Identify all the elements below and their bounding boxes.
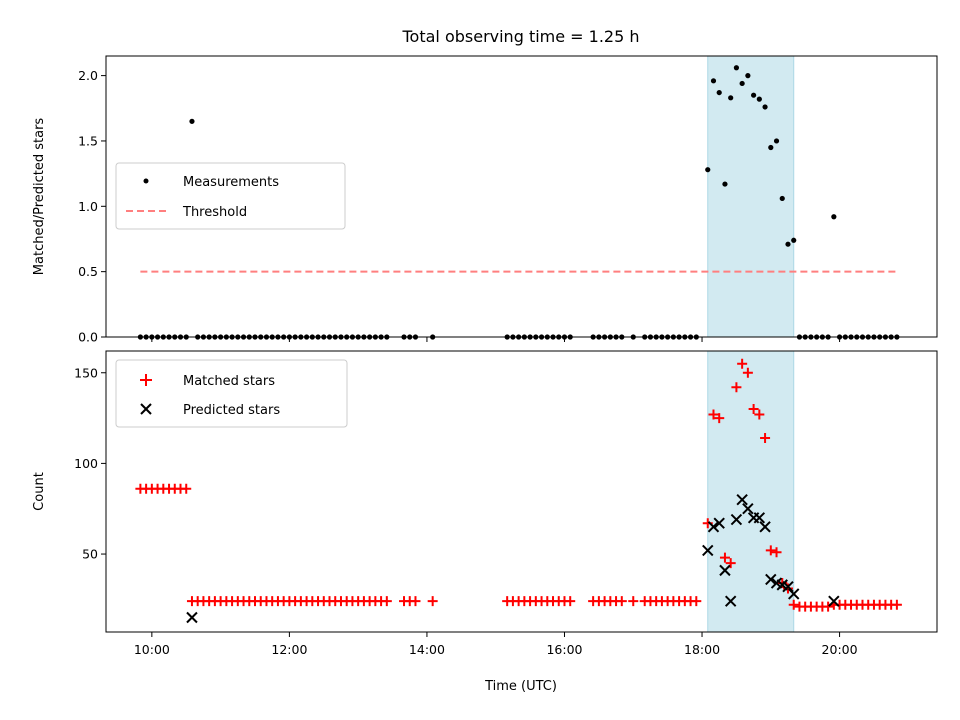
matched-star-point-16-50: [616, 596, 627, 607]
predicted-star-point-18-35: [736, 493, 748, 506]
bot-xtick-label-20-00: 20:00: [822, 642, 858, 657]
predicted-star-point-18-05: [702, 544, 714, 557]
measurement-point-18-55: [762, 104, 768, 110]
matched-star-point-19-20: [788, 599, 799, 610]
measurement-point-19-05: [773, 138, 780, 144]
bottom-panel: 50 100 150 10:00 12:00 14:00 16:00 18:00 20:00 C…: [32, 350, 938, 694]
matched-star-point-18-40: [742, 367, 753, 378]
legend-marker-matched: [140, 374, 152, 386]
matched-star-point-14-05: [427, 596, 438, 607]
matched-star-point-18-20: [719, 552, 730, 563]
matched-star-point-19-00: [765, 545, 776, 556]
bot-xtick-label-14-00: 14:00: [409, 642, 445, 657]
predicted-star-point-19-20: [788, 588, 800, 600]
measurement-point-18-20: [722, 181, 728, 187]
matched-star-point-18-45: [748, 404, 759, 415]
bottom-shaded-region: [707, 350, 795, 633]
matched-star-point-17-00: [628, 596, 639, 607]
matched-star-point-18-50: [754, 409, 765, 420]
matched-star-point-19-50: [823, 601, 834, 612]
top-y-axis-label: Matched/Predicted stars: [32, 118, 47, 276]
matched-star-point-18-25: [725, 558, 736, 569]
measurement-point-19-00: [768, 144, 774, 151]
chart-title: Total observing time = 1.25 h: [401, 27, 639, 46]
measurement-point-18-50: [756, 96, 762, 102]
top-shaded-region: [707, 55, 795, 338]
predicted-star-point-18-50: [753, 512, 766, 524]
count-points: [135, 358, 902, 624]
matched-star-point-18-10: [708, 409, 719, 420]
measurement-point-10-35: [189, 118, 195, 124]
top-ytick-label-0-5: 0.5: [78, 264, 98, 279]
measurement-point-18-45: [751, 92, 757, 98]
legend-label-predicted: Predicted stars: [183, 403, 280, 418]
bot-xtick-label-10-00: 10:00: [134, 642, 170, 657]
legend-label-threshold: Threshold: [182, 205, 247, 220]
x-axis-label: Time (UTC): [484, 679, 557, 694]
top-ytick-label-1: 1.0: [78, 199, 98, 214]
matched-star-point-13-50: [410, 596, 421, 607]
matched-star-point-17-55: [691, 596, 702, 607]
predicted-star-point-18-40: [742, 503, 754, 515]
measurement-point-18-10: [710, 78, 717, 84]
predicted-star-point-18-25: [724, 595, 737, 607]
top-ytick-label-1-5: 1.5: [78, 133, 98, 148]
measurement-point-19-10: [779, 195, 785, 202]
bot-ytick-label-50: 50: [82, 547, 98, 562]
measurement-point-19-55: [831, 214, 837, 220]
top-panel: 0.00.51.01.52.0 Matched/Predicted stars …: [32, 55, 938, 345]
legend-label-matched: Matched stars: [183, 374, 275, 389]
measurement-point-18-05: [705, 167, 711, 173]
matched-star-point-16-05: [565, 596, 576, 607]
matched-star-point-10-30: [181, 483, 192, 494]
top-legend-box: [115, 162, 346, 230]
predicted-star-point-18-10: [707, 521, 720, 533]
matched-star-point-18-30: [731, 382, 742, 393]
bot-xtick-label-12-00: 12:00: [271, 642, 307, 657]
bottom-axes-frame: [105, 350, 938, 633]
predicted-star-point-18-20: [719, 564, 731, 577]
legend-marker-predicted: [140, 403, 152, 415]
bottom-legend: Matched stars Predicted stars: [115, 359, 348, 428]
bot-ytick-label-150: 150: [74, 365, 98, 380]
bot-ytick-label-100: 100: [74, 456, 98, 471]
bottom-axis-ticks: 50 100 150 10:00 12:00 14:00 16:00 18:00 20:00: [74, 365, 857, 657]
predicted-star-point-18-55: [759, 521, 771, 533]
measurement-point-18-30: [733, 65, 740, 71]
top-axes-frame: [105, 55, 938, 338]
matched-star-point-18-35: [737, 358, 748, 369]
measurement-point-18-15: [716, 89, 722, 96]
matched-star-point-20-50: [891, 599, 902, 610]
matched-star-point-18-15: [714, 413, 725, 424]
measurement-point-18-35: [739, 80, 745, 87]
measurement-point-19-15: [785, 241, 791, 247]
predicted-star-point-19-15: [782, 580, 794, 593]
predicted-star-point-19-55: [828, 595, 840, 607]
predicted-star-point-19-00: [765, 573, 777, 586]
bottom-y-axis-label: Count: [32, 472, 47, 511]
matched-star-point-19-05: [771, 547, 782, 558]
predicted-star-point-10-35: [186, 611, 198, 624]
top-legend: Measurements Threshold: [115, 162, 346, 230]
top-ytick-label-0: 0.0: [78, 330, 98, 345]
predicted-star-point-18-30: [730, 513, 743, 526]
top-ytick-label-2: 2.0: [78, 68, 98, 83]
matched-star-point-18-55: [760, 433, 771, 444]
measurement-point-18-25: [728, 95, 734, 101]
bot-xtick-label-16-00: 16:00: [546, 642, 582, 657]
measurement-point-19-20: [791, 237, 797, 243]
measurement-point-18-40: [745, 73, 751, 79]
legend-label-measurements: Measurements: [183, 175, 279, 190]
matched-star-point-13-25: [381, 596, 392, 607]
legend-marker-measurements: [143, 178, 149, 184]
bottom-legend-box: [115, 359, 348, 428]
predicted-star-point-18-15: [713, 517, 725, 529]
bot-xtick-label-18-00: 18:00: [684, 642, 720, 657]
